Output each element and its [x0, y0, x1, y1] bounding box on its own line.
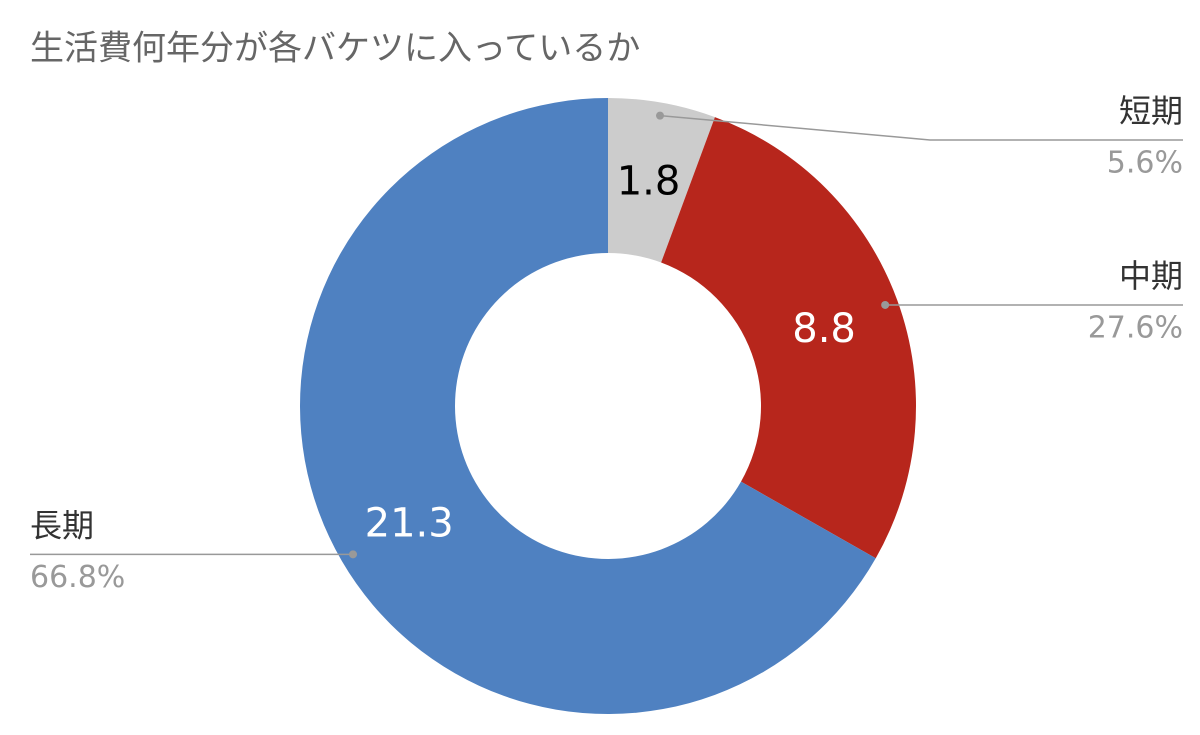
value-label: 8.8: [792, 306, 856, 352]
legend-label: 短期: [1119, 92, 1183, 130]
leader-dot: [656, 111, 665, 120]
donut-slice: [299, 98, 876, 714]
percent-label: 66.8%: [30, 560, 125, 595]
legend-label: 中期: [1119, 257, 1183, 295]
leader-dot: [349, 550, 358, 559]
legend-label: 長期: [30, 506, 94, 544]
percent-label: 5.6%: [1107, 146, 1183, 181]
percent-label: 27.6%: [1088, 310, 1183, 345]
chart-title: 生活費何年分が各バケツに入っているか: [30, 29, 640, 69]
donut-slice: [661, 117, 916, 559]
donut-slice: [608, 98, 715, 263]
value-label: 1.8: [617, 159, 681, 205]
leader-line: [659, 114, 1183, 141]
value-label: 21.3: [365, 501, 454, 547]
leader-dot: [881, 300, 890, 309]
